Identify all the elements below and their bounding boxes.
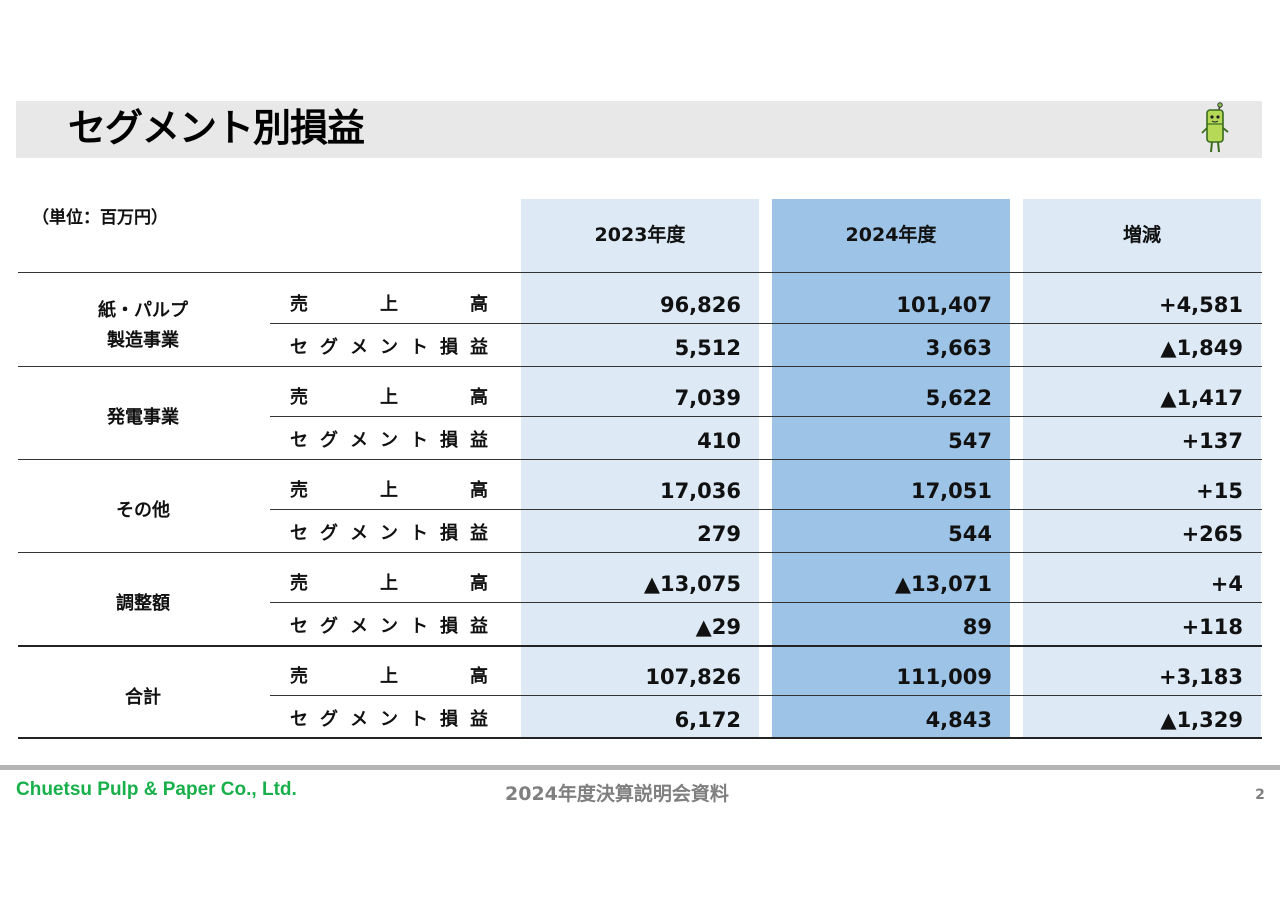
row-label-profit: セグメント損益 [290,430,488,451]
row-divider [270,602,1262,603]
total-divider [18,645,1262,647]
pulp-sales-2023: 96,826 [659,293,741,317]
total-profit-2024: 4,843 [925,708,992,732]
row-label-profit: セグメント損益 [290,709,488,730]
row-label-profit: セグメント損益 [290,337,488,358]
row-label-profit: セグメント損益 [290,523,488,544]
pulp-sales-2024: 101,407 [896,293,992,317]
row-label-sales: 売上高 [290,294,488,315]
total-profit-2023: 6,172 [674,708,741,732]
total-sales-diff: +3,183 [1158,665,1243,689]
header-2024: 2024年度 [845,224,937,246]
power-sales-2023: 7,039 [674,386,741,410]
power-sales-2024: 5,622 [925,386,992,410]
row-divider [270,416,1262,417]
other-profit-diff: +265 [1181,522,1243,546]
pulp-sales-diff: +4,581 [1158,293,1243,317]
segment-name-pulp: 紙・パルプ 製造事業 [98,300,188,351]
total-sales-2023: 107,826 [645,665,741,689]
header-2023: 2023年度 [594,224,686,246]
page-title: セグメント別損益 [68,106,365,150]
adjustment-profit-2024: 89 [962,615,992,639]
adjustment-profit-2023: ▲29 [695,615,741,639]
other-profit-2024: 544 [948,522,992,546]
adjustment-sales-diff: +4 [1210,572,1243,596]
total-profit-diff: ▲1,329 [1160,708,1243,732]
table-bottom-rule [18,737,1262,739]
footer-rule [0,765,1280,770]
bamboo-mascot-icon [1201,102,1229,153]
document-title: 2024年度決算説明会資料 [505,783,729,805]
other-profit-2023: 279 [697,522,741,546]
row-label-sales: 売上高 [290,573,488,594]
company-name: Chuetsu Pulp & Paper Co., Ltd. [16,779,297,800]
segment-name-adjustment: 調整額 [116,593,170,614]
total-sales-2024: 111,009 [896,665,992,689]
pulp-profit-2024: 3,663 [925,336,992,360]
power-sales-diff: ▲1,417 [1160,386,1243,410]
pulp-profit-diff: ▲1,849 [1160,336,1243,360]
segment-name-total: 合計 [125,687,161,708]
page-number: 2 [1255,787,1265,803]
segment-divider [18,552,1262,553]
column-2024-background [772,199,1010,738]
row-divider [270,695,1262,696]
column-diff-background [1023,199,1261,738]
row-divider [270,509,1262,510]
column-2023-background [521,199,759,738]
header-diff: 増減 [1122,224,1161,246]
adjustment-sales-2024: ▲13,071 [894,572,992,596]
row-divider [270,323,1262,324]
other-sales-2024: 17,051 [910,479,992,503]
adjustment-sales-2023: ▲13,075 [643,572,741,596]
pulp-profit-2023: 5,512 [674,336,741,360]
header-divider [18,272,1262,273]
row-label-sales: 売上高 [290,387,488,408]
row-label-profit: セグメント損益 [290,616,488,637]
other-sales-2023: 17,036 [659,479,741,503]
unit-label: （単位：百万円） [32,208,168,228]
adjustment-profit-diff: +118 [1181,615,1243,639]
segment-name-power: 発電事業 [107,407,179,428]
power-profit-diff: +137 [1181,429,1243,453]
row-label-sales: 売上高 [290,480,488,501]
power-profit-2023: 410 [697,429,741,453]
title-bar [16,101,1262,158]
power-profit-2024: 547 [948,429,992,453]
segment-name-other: その他 [116,500,170,521]
segment-divider [18,366,1262,367]
segment-divider [18,459,1262,460]
row-label-sales: 売上高 [290,666,488,687]
other-sales-diff: +15 [1196,479,1243,503]
